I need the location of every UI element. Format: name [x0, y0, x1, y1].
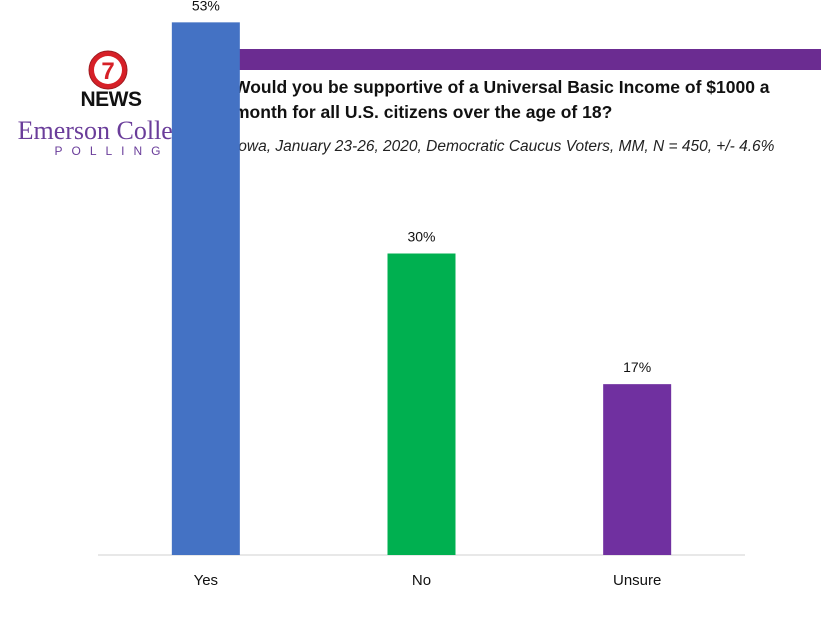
badge-number: 7: [101, 58, 114, 85]
seven-news-badge-icon: 7: [88, 50, 128, 90]
logo-college-text: Emerson College: [17, 116, 198, 145]
data-label-unsure: 17%: [623, 359, 651, 375]
category-label-unsure: Unsure: [613, 572, 661, 589]
category-label-no: No: [412, 572, 431, 589]
bar-yes: [171, 22, 240, 556]
header-accent-bar: [234, 49, 821, 70]
chart-title: Would you be supportive of a Universal B…: [234, 77, 770, 122]
logo-area: 7 NEWS Emerson College POLLING: [0, 40, 215, 180]
logo-polling-text: POLLING: [54, 144, 170, 158]
chart-subtitle: Iowa, January 23-26, 2020, Democratic Ca…: [234, 138, 775, 155]
category-label-yes: Yes: [194, 572, 218, 589]
data-label-no: 30%: [407, 229, 435, 245]
bar-no: [387, 253, 456, 555]
data-label-yes: 53%: [192, 0, 220, 13]
logo-news-text: NEWS: [80, 88, 143, 111]
bar-unsure: [603, 384, 672, 555]
